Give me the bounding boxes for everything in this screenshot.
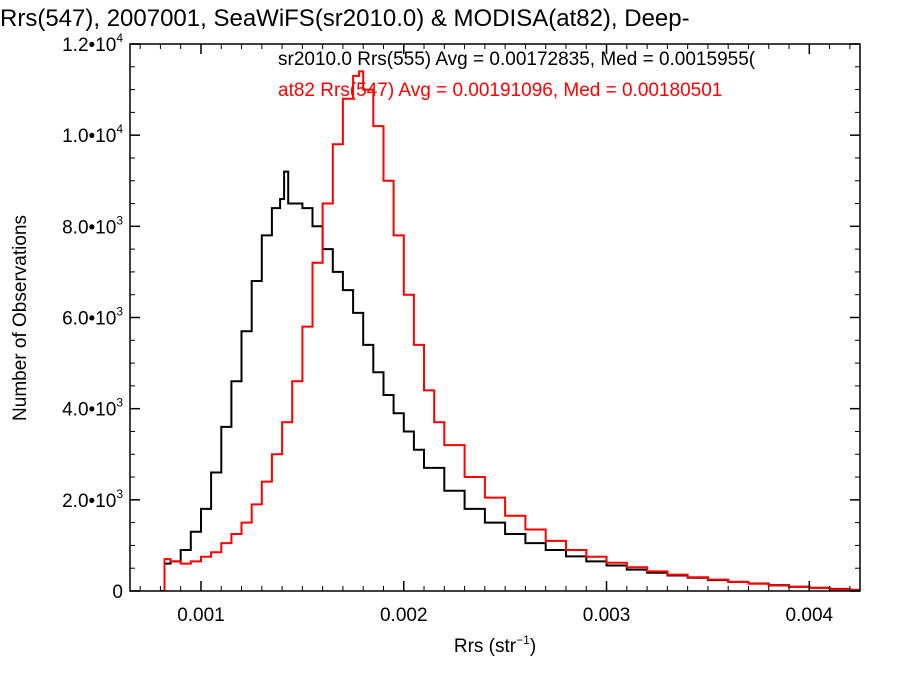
- plot-frame: [129, 43, 861, 592]
- chart-title: Rrs(547), 2007001, SeaWiFS(sr2010.0) & M…: [0, 5, 690, 32]
- y-axis-label: Number of Observations: [10, 215, 31, 421]
- x-tick-label: 0.004: [786, 605, 834, 626]
- x-tick-label: 0.002: [380, 605, 428, 626]
- x-axis-label: Rrs (str−1): [454, 633, 536, 657]
- y-tick-label: 4.0•103: [62, 396, 123, 421]
- x-axis-label-text: Rrs (str: [454, 636, 517, 657]
- y-tick-label: 0: [112, 582, 123, 603]
- series-line-at82: [160, 70, 860, 591]
- legend-entry-sr2010: sr2010.0 Rrs(555) Avg = 0.00172835, Med …: [278, 49, 756, 70]
- y-tick-label: 6.0•103: [62, 305, 123, 330]
- x-tick-label: 0.003: [583, 605, 631, 626]
- x-axis-label-suffix: ): [530, 636, 536, 657]
- series-layer: [160, 70, 860, 591]
- y-axis: 0 2.0•103 4.0•103 6.0•103 8.0•103 1.0•104 1.2•…: [62, 31, 860, 603]
- y-tick-label: 1.0•104: [62, 122, 123, 147]
- y-tick-label: 8.0•103: [62, 213, 123, 238]
- x-axis: 0.001 0.002 0.003 0.004: [139, 44, 851, 626]
- x-axis-label-exponent: −1: [516, 633, 530, 647]
- legend-entry-at82: at82 Rrs(547) Avg = 0.00191096, Med = 0.…: [278, 80, 722, 101]
- x-tick-label: 0.001: [177, 605, 225, 626]
- y-tick-label: 2.0•103: [62, 487, 123, 512]
- series-line-sr2010: [160, 170, 860, 591]
- y-tick-label: 1.2•104: [62, 31, 123, 56]
